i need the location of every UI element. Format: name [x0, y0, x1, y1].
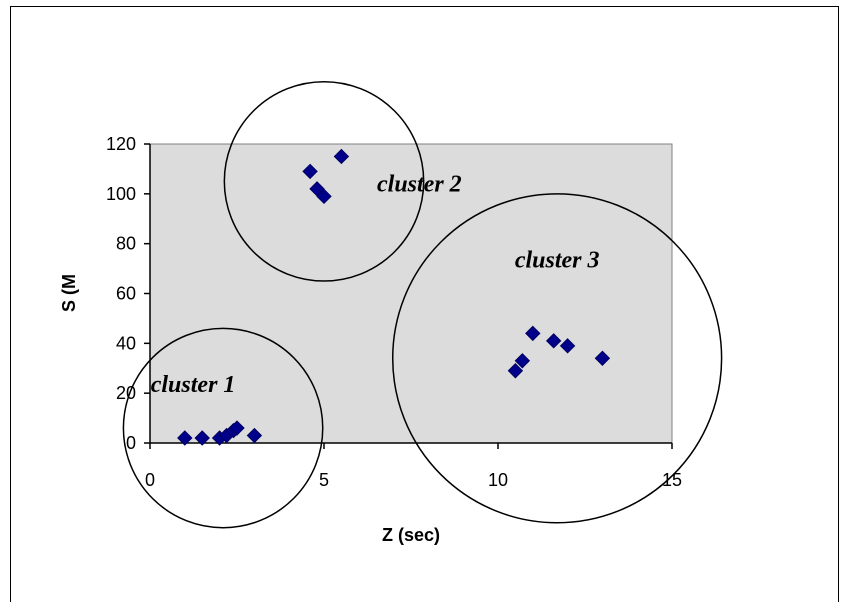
cluster-circle	[223, 80, 425, 282]
data-point	[594, 350, 611, 366]
data-point	[246, 427, 263, 444]
y-tick-label: 40	[116, 333, 136, 353]
y-tick-label: 120	[106, 134, 136, 154]
cluster-annotations: cluster 1 cluster 2 cluster 3	[122, 80, 723, 529]
data-point	[333, 148, 350, 165]
x-tick-label: 15	[662, 470, 682, 490]
data-point	[229, 420, 245, 436]
cluster-label: cluster 1	[151, 372, 236, 398]
data-point	[514, 353, 531, 369]
x-tick-label: 5	[319, 470, 329, 490]
x-tick-label: 10	[488, 470, 508, 490]
y-tick-label: 80	[116, 234, 136, 254]
y-tick-label: 0	[126, 433, 136, 453]
data-point	[302, 163, 318, 180]
cluster-label: cluster 2	[377, 171, 462, 197]
chart-frame	[10, 6, 839, 602]
cluster-label: cluster 3	[515, 247, 600, 273]
x-tick-label: 0	[145, 470, 155, 490]
data-point	[545, 333, 562, 349]
x-axis-title: Z (sec)	[382, 525, 440, 545]
cluster-circle	[122, 327, 324, 529]
y-tick-label: 60	[116, 284, 136, 304]
data-point	[316, 188, 332, 205]
data-points	[177, 148, 611, 446]
data-point	[507, 363, 524, 379]
data-point	[177, 430, 193, 446]
data-point	[525, 325, 541, 342]
cluster-circle	[391, 193, 723, 524]
data-point	[194, 430, 210, 446]
data-point	[559, 338, 576, 354]
y-tick-label: 100	[106, 184, 136, 204]
y-axis-title: S (M	[59, 274, 79, 312]
